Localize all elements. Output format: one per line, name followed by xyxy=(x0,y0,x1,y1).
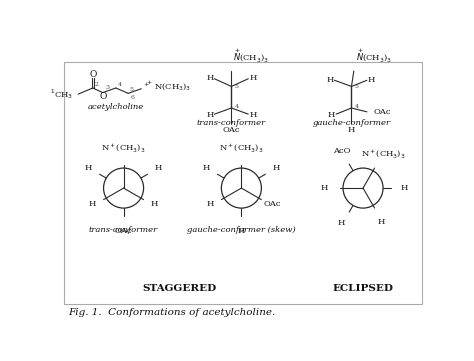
Text: ECLIPSED: ECLIPSED xyxy=(333,284,393,293)
Text: N$^+$(CH$_3$)$_3$: N$^+$(CH$_3$)$_3$ xyxy=(101,142,146,155)
Text: H: H xyxy=(249,111,256,119)
Text: OAc: OAc xyxy=(115,227,132,235)
Text: H: H xyxy=(151,200,158,208)
Text: OAc: OAc xyxy=(264,200,281,208)
Text: H: H xyxy=(273,164,280,172)
Text: H: H xyxy=(89,200,96,208)
Text: 5: 5 xyxy=(130,87,134,92)
Text: 5: 5 xyxy=(355,84,358,89)
Text: gauche-conformer: gauche-conformer xyxy=(312,119,391,127)
Text: N(CH$_3$)$_3$: N(CH$_3$)$_3$ xyxy=(154,81,191,92)
Text: N$^+$(CH$_3$)$_3$: N$^+$(CH$_3$)$_3$ xyxy=(361,148,405,161)
Text: H: H xyxy=(368,75,375,83)
Text: H: H xyxy=(401,184,408,192)
Text: O: O xyxy=(99,92,107,101)
Text: OAc: OAc xyxy=(373,108,391,116)
Text: 3: 3 xyxy=(105,86,109,91)
Text: H: H xyxy=(206,111,213,119)
Text: OAc: OAc xyxy=(223,126,240,134)
Text: trans-conformer: trans-conformer xyxy=(89,226,158,234)
Text: AcO: AcO xyxy=(333,147,350,156)
Text: H: H xyxy=(338,219,345,227)
Text: +: + xyxy=(146,80,152,85)
Text: O: O xyxy=(89,70,97,79)
Text: $^1$CH$_3$: $^1$CH$_3$ xyxy=(50,87,73,101)
Text: +: + xyxy=(144,82,149,87)
Text: STAGGERED: STAGGERED xyxy=(143,284,217,293)
Text: H: H xyxy=(326,75,334,83)
Text: H: H xyxy=(378,218,385,226)
Text: H: H xyxy=(85,164,92,172)
Text: 5: 5 xyxy=(235,84,238,89)
Text: H: H xyxy=(321,184,328,192)
Text: H: H xyxy=(348,126,355,134)
Text: H: H xyxy=(207,200,214,208)
Text: H: H xyxy=(249,74,256,82)
Text: H: H xyxy=(155,164,163,172)
Text: 4: 4 xyxy=(355,104,359,109)
Text: H: H xyxy=(328,111,335,119)
Text: $\overset{+}{N}$(CH$_3$)$_3$: $\overset{+}{N}$(CH$_3$)$_3$ xyxy=(233,46,269,64)
Text: N$^+$(CH$_3$)$_3$: N$^+$(CH$_3$)$_3$ xyxy=(219,142,264,155)
Text: H: H xyxy=(237,227,245,235)
Text: gauche-conformer (skew): gauche-conformer (skew) xyxy=(187,226,296,234)
Text: trans-conformer: trans-conformer xyxy=(197,119,266,127)
Text: H: H xyxy=(206,74,213,82)
Text: $\overset{+}{N}$(CH$_3$)$_3$: $\overset{+}{N}$(CH$_3$)$_3$ xyxy=(356,46,392,64)
Text: H: H xyxy=(202,164,210,172)
Text: acetylcholine: acetylcholine xyxy=(88,103,144,111)
Text: 2: 2 xyxy=(94,82,98,87)
Text: Fig. 1.  Conformations of acetylcholine.: Fig. 1. Conformations of acetylcholine. xyxy=(68,308,275,317)
Text: 4: 4 xyxy=(235,104,238,109)
Text: 4: 4 xyxy=(118,82,121,87)
Bar xyxy=(64,62,421,304)
Text: 6: 6 xyxy=(130,95,135,100)
